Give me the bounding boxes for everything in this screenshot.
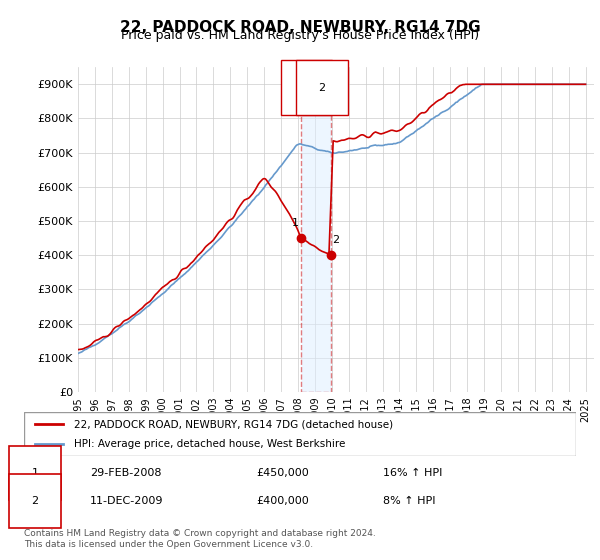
Text: £400,000: £400,000 [256,496,308,506]
Text: 2: 2 [318,83,325,93]
Text: 29-FEB-2008: 29-FEB-2008 [90,468,162,478]
Text: 1: 1 [32,468,38,478]
Text: 1: 1 [303,83,310,93]
Text: 2: 2 [31,496,38,506]
Text: 1: 1 [292,218,299,228]
Text: 22, PADDOCK ROAD, NEWBURY, RG14 7DG (detached house): 22, PADDOCK ROAD, NEWBURY, RG14 7DG (det… [74,419,393,429]
Text: Contains HM Land Registry data © Crown copyright and database right 2024.
This d: Contains HM Land Registry data © Crown c… [24,529,376,549]
FancyBboxPatch shape [24,412,576,456]
Text: 8% ↑ HPI: 8% ↑ HPI [383,496,436,506]
Text: 11-DEC-2009: 11-DEC-2009 [90,496,164,506]
FancyBboxPatch shape [301,67,331,392]
Text: 2: 2 [332,235,340,245]
Text: 16% ↑ HPI: 16% ↑ HPI [383,468,442,478]
Text: £450,000: £450,000 [256,468,308,478]
Text: 22, PADDOCK ROAD, NEWBURY, RG14 7DG: 22, PADDOCK ROAD, NEWBURY, RG14 7DG [119,20,481,35]
Text: Price paid vs. HM Land Registry's House Price Index (HPI): Price paid vs. HM Land Registry's House … [121,29,479,42]
Text: HPI: Average price, detached house, West Berkshire: HPI: Average price, detached house, West… [74,439,345,449]
